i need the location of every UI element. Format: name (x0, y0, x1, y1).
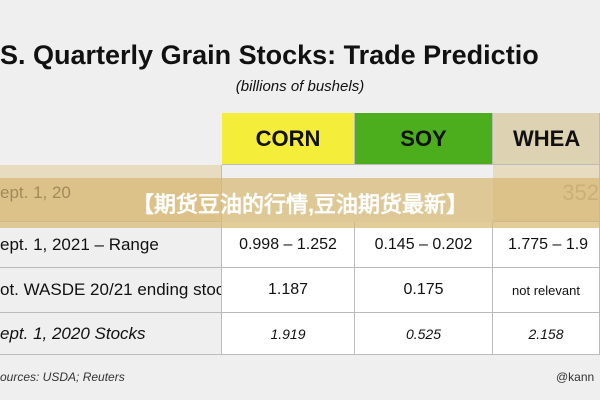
subtitle: (billions of bushels) (235, 78, 365, 95)
table-cell: 2.158 (493, 313, 600, 355)
column-header: SOY (355, 113, 493, 165)
table-cell: 0.998 – 1.252 (222, 222, 355, 268)
handle: @kann (556, 370, 595, 384)
table-cell: 0.145 – 0.202 (355, 222, 493, 268)
table-cell: 0.525 (355, 313, 493, 355)
table-cell: 0.175 (355, 268, 493, 313)
column-header: CORN (222, 113, 355, 165)
table-cell: 1.919 (222, 313, 355, 355)
row-label: ept. 1, 2021 – Range (0, 222, 222, 268)
overlay-banner: 【期货豆油的行情,豆油期货最新】 (0, 178, 600, 228)
row-label: ept. 1, 2020 Stocks (0, 313, 222, 355)
table-cell: not relevant (493, 268, 600, 313)
table-cell: 1.187 (222, 268, 355, 313)
column-header: WHEA (493, 113, 600, 165)
table-cell: 1.775 – 1.9 (493, 222, 600, 268)
row-label: ot. WASDE 20/21 ending stocks (0, 268, 222, 313)
source: ources: USDA; Reuters (0, 370, 125, 384)
title: S. Quarterly Grain Stocks: Trade Predict… (0, 40, 539, 70)
